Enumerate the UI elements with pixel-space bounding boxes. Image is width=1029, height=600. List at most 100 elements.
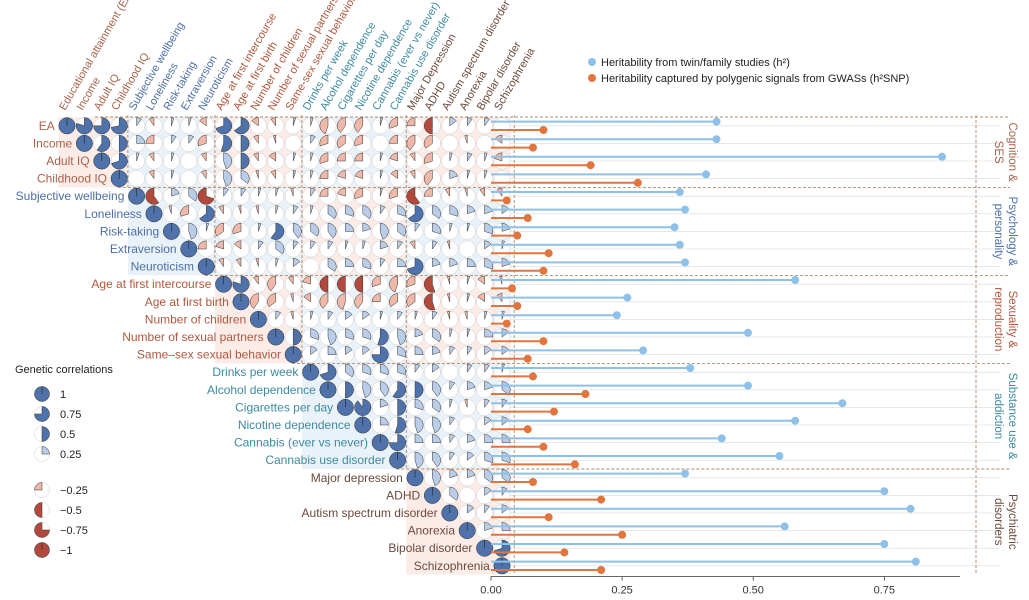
cell-wedge	[180, 205, 190, 217]
cell-wedge	[199, 205, 215, 223]
cell-wedge	[466, 152, 473, 162]
row-label: Autism spectrum disorder	[302, 506, 438, 520]
correlation-cell	[180, 134, 198, 152]
snp-heritability-point	[513, 302, 522, 310]
correlation-cell	[371, 275, 389, 293]
twin-heritability-point	[775, 452, 784, 460]
x-tick-label: 0.75	[874, 585, 895, 597]
correlation-cell	[476, 275, 494, 293]
correlation-cell	[476, 134, 494, 152]
correlation-cell	[371, 363, 389, 381]
cell-wedge	[484, 205, 493, 215]
correlation-cell	[389, 170, 407, 188]
twin-heritability-point	[623, 293, 632, 302]
cell-wedge	[406, 187, 421, 205]
legend-value-label: 0.75	[60, 409, 81, 421]
correlation-cell	[371, 398, 389, 416]
cell-wedge	[310, 170, 314, 179]
snp-heritability-point	[560, 548, 569, 557]
cell-wedge	[268, 152, 277, 162]
correlation-cell	[336, 187, 354, 205]
correlation-cell	[319, 134, 337, 152]
correlation-cell	[476, 469, 494, 487]
cell-wedge	[484, 117, 490, 127]
correlation-cell	[476, 222, 494, 240]
correlation-cell	[423, 451, 441, 469]
cell-wedge	[444, 187, 451, 197]
correlation-cell	[441, 416, 459, 434]
cell-wedge	[290, 310, 294, 320]
cell-wedge	[449, 416, 455, 426]
correlation-cell	[110, 117, 128, 135]
correlation-cell	[267, 293, 285, 311]
twin-heritability-point	[938, 152, 946, 161]
cell-wedge	[464, 187, 468, 197]
correlation-cell	[441, 346, 459, 364]
correlation-cell	[354, 310, 372, 328]
correlation-cell	[458, 222, 476, 240]
correlation-cell	[249, 205, 267, 223]
cell-wedge	[409, 152, 416, 162]
legend-value-label: 1	[60, 389, 66, 401]
correlation-cell	[371, 346, 389, 364]
correlation-cell	[284, 152, 302, 170]
cell-wedge	[414, 416, 424, 434]
row-label: Risk-taking	[100, 224, 159, 238]
correlation-cell	[302, 346, 320, 364]
correlation-cell	[284, 205, 302, 223]
correlation-cell	[302, 240, 320, 258]
correlation-cell	[354, 293, 372, 311]
domain-label-line: Cognition &	[1006, 122, 1018, 182]
correlation-cell	[406, 205, 424, 223]
cell-wedge	[362, 346, 370, 356]
cell-wedge	[424, 275, 436, 293]
cell-wedge	[414, 310, 418, 320]
correlation-cell	[319, 152, 337, 170]
cell-wedge	[379, 187, 384, 197]
cell-wedge	[337, 187, 346, 197]
snp-heritability-point	[597, 566, 606, 574]
cell-wedge	[449, 434, 455, 444]
cell-wedge	[446, 240, 451, 250]
correlation-cell	[441, 451, 459, 469]
correlation-cell	[267, 187, 285, 205]
tint-block	[301, 363, 407, 469]
correlation-cell	[319, 310, 337, 328]
cell-wedge	[414, 346, 424, 355]
twin-heritability-point	[838, 399, 847, 408]
correlation-cell	[180, 152, 198, 170]
correlation-cell	[354, 398, 372, 416]
cell-wedge	[397, 240, 403, 250]
cell-wedge	[379, 170, 384, 179]
cell-wedge	[379, 222, 389, 240]
cell-wedge	[484, 328, 494, 338]
correlation-cell	[336, 134, 354, 152]
cell-wedge	[371, 293, 381, 303]
cell-wedge	[319, 187, 329, 197]
correlation-cell	[162, 222, 180, 240]
cell-wedge	[292, 240, 299, 250]
correlation-cell	[441, 117, 459, 135]
correlation-cell	[423, 469, 441, 487]
correlation-cell	[476, 522, 494, 540]
cell-wedge	[390, 170, 398, 180]
cell-wedge	[464, 134, 468, 144]
snp-heritability-point	[502, 319, 511, 328]
correlation-cell	[406, 398, 424, 416]
correlation-cell	[493, 434, 511, 452]
cell-wedge	[303, 293, 311, 303]
snp-heritability-point	[586, 161, 595, 170]
twin-heritability-point	[791, 416, 800, 425]
cell-wedge	[249, 293, 259, 309]
cell-wedge	[218, 258, 224, 268]
cell-wedge	[255, 170, 259, 179]
cell-wedge	[406, 275, 416, 288]
cell-wedge	[232, 222, 242, 235]
correlation-cell	[336, 205, 354, 223]
snp-heritability-point	[544, 513, 553, 522]
correlation-cell	[354, 134, 372, 152]
correlation-cell	[493, 522, 511, 540]
cell-outline	[493, 170, 511, 188]
cell-wedge	[292, 222, 302, 239]
correlation-legend: Genetic correlations 1 0.75 0.5 0.25 −0.25 −0.…	[15, 364, 113, 558]
